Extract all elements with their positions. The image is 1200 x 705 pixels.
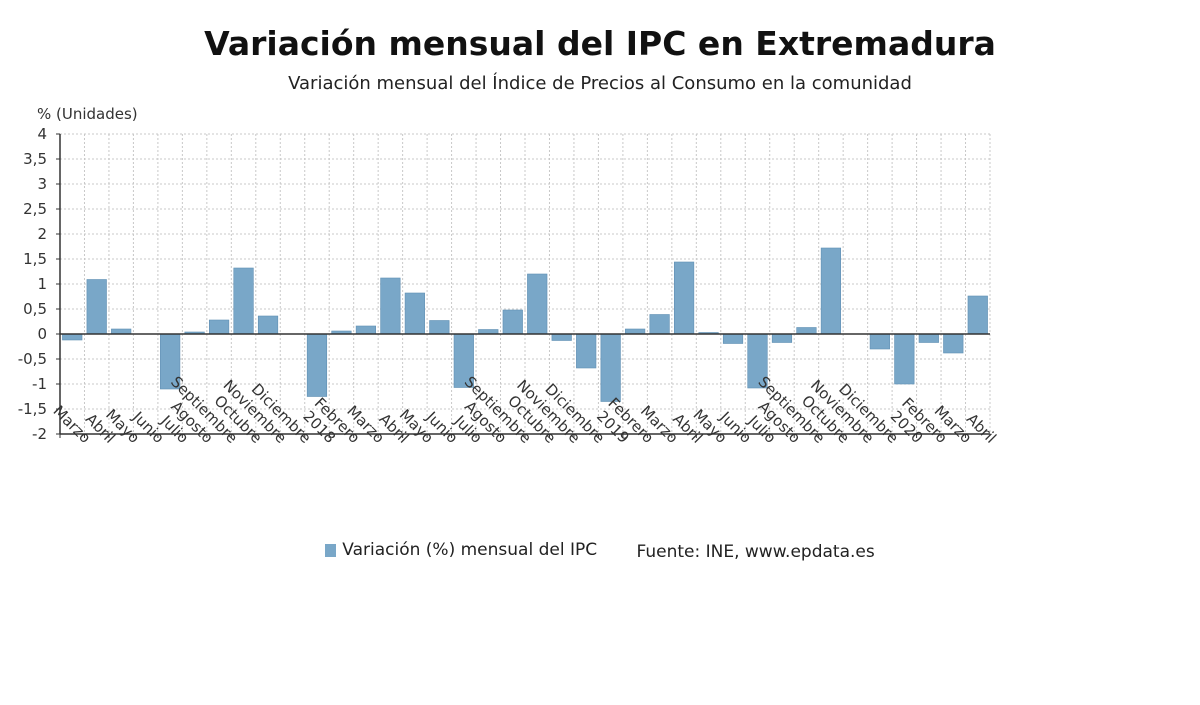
source-text: Fuente: INE, www.epdata.es bbox=[636, 541, 875, 562]
bar bbox=[820, 247, 842, 335]
bar bbox=[967, 295, 988, 335]
chart-subtitle: Variación mensual del Índice de Precios … bbox=[288, 73, 912, 94]
bar bbox=[404, 292, 425, 335]
legend-item: Variación (%) mensual del IPC bbox=[325, 540, 597, 560]
y-tick-label: 1,5 bbox=[23, 250, 47, 268]
grid bbox=[59, 133, 991, 435]
y-tick-label: -2 bbox=[32, 425, 47, 443]
y-tick-label: 2 bbox=[37, 225, 47, 243]
bar bbox=[208, 319, 230, 335]
bar bbox=[306, 333, 328, 397]
legend: Variación (%) mensual del IPC Fuente: IN… bbox=[0, 540, 1200, 562]
y-tick-label: 0,5 bbox=[23, 300, 47, 318]
bar bbox=[429, 320, 450, 335]
bar bbox=[869, 333, 890, 350]
y-tick-label: 4 bbox=[37, 125, 47, 143]
legend-label: Variación (%) mensual del IPC bbox=[342, 540, 598, 560]
bar bbox=[257, 315, 279, 335]
y-tick-label: -1 bbox=[32, 375, 47, 393]
legend-swatch bbox=[325, 543, 337, 557]
y-tick-label: 0 bbox=[37, 325, 47, 343]
y-axis-ticks: 4 3,5 3 2,5 2 1,5 1 0,5 0 -0,5 -1 -1,5 -2 bbox=[18, 125, 60, 443]
y-tick-label: 2,5 bbox=[23, 200, 47, 218]
bar bbox=[943, 333, 964, 354]
bar bbox=[551, 333, 572, 341]
y-tick-label: 3,5 bbox=[23, 150, 47, 168]
bar bbox=[86, 279, 107, 335]
y-tick-label: 3 bbox=[37, 175, 47, 193]
y-axis-label: % (Unidades) bbox=[37, 105, 138, 123]
y-tick-label: 1 bbox=[37, 275, 47, 293]
bar bbox=[673, 261, 695, 335]
bar bbox=[600, 333, 621, 402]
bar bbox=[233, 267, 254, 335]
bar bbox=[576, 333, 597, 369]
y-tick-label: -0,5 bbox=[18, 350, 47, 368]
bar bbox=[722, 333, 744, 344]
y-tick-label: -1,5 bbox=[18, 400, 47, 418]
bar-chart: % (Unidades) 4 3,5 3 2,5 2 1,5 1 0,5 0 -0,5 -1 -1,5… bbox=[18, 105, 1000, 447]
chart-title: Variación mensual del IPC en Extremadura bbox=[204, 24, 996, 63]
bars bbox=[62, 247, 988, 402]
bar bbox=[355, 325, 377, 335]
bar bbox=[62, 333, 83, 341]
bar bbox=[527, 273, 548, 335]
bar bbox=[502, 309, 523, 335]
bar bbox=[771, 333, 793, 343]
bar bbox=[796, 327, 817, 335]
bar bbox=[894, 333, 915, 385]
bar bbox=[918, 333, 939, 343]
bar bbox=[380, 277, 401, 335]
bar bbox=[649, 314, 670, 335]
